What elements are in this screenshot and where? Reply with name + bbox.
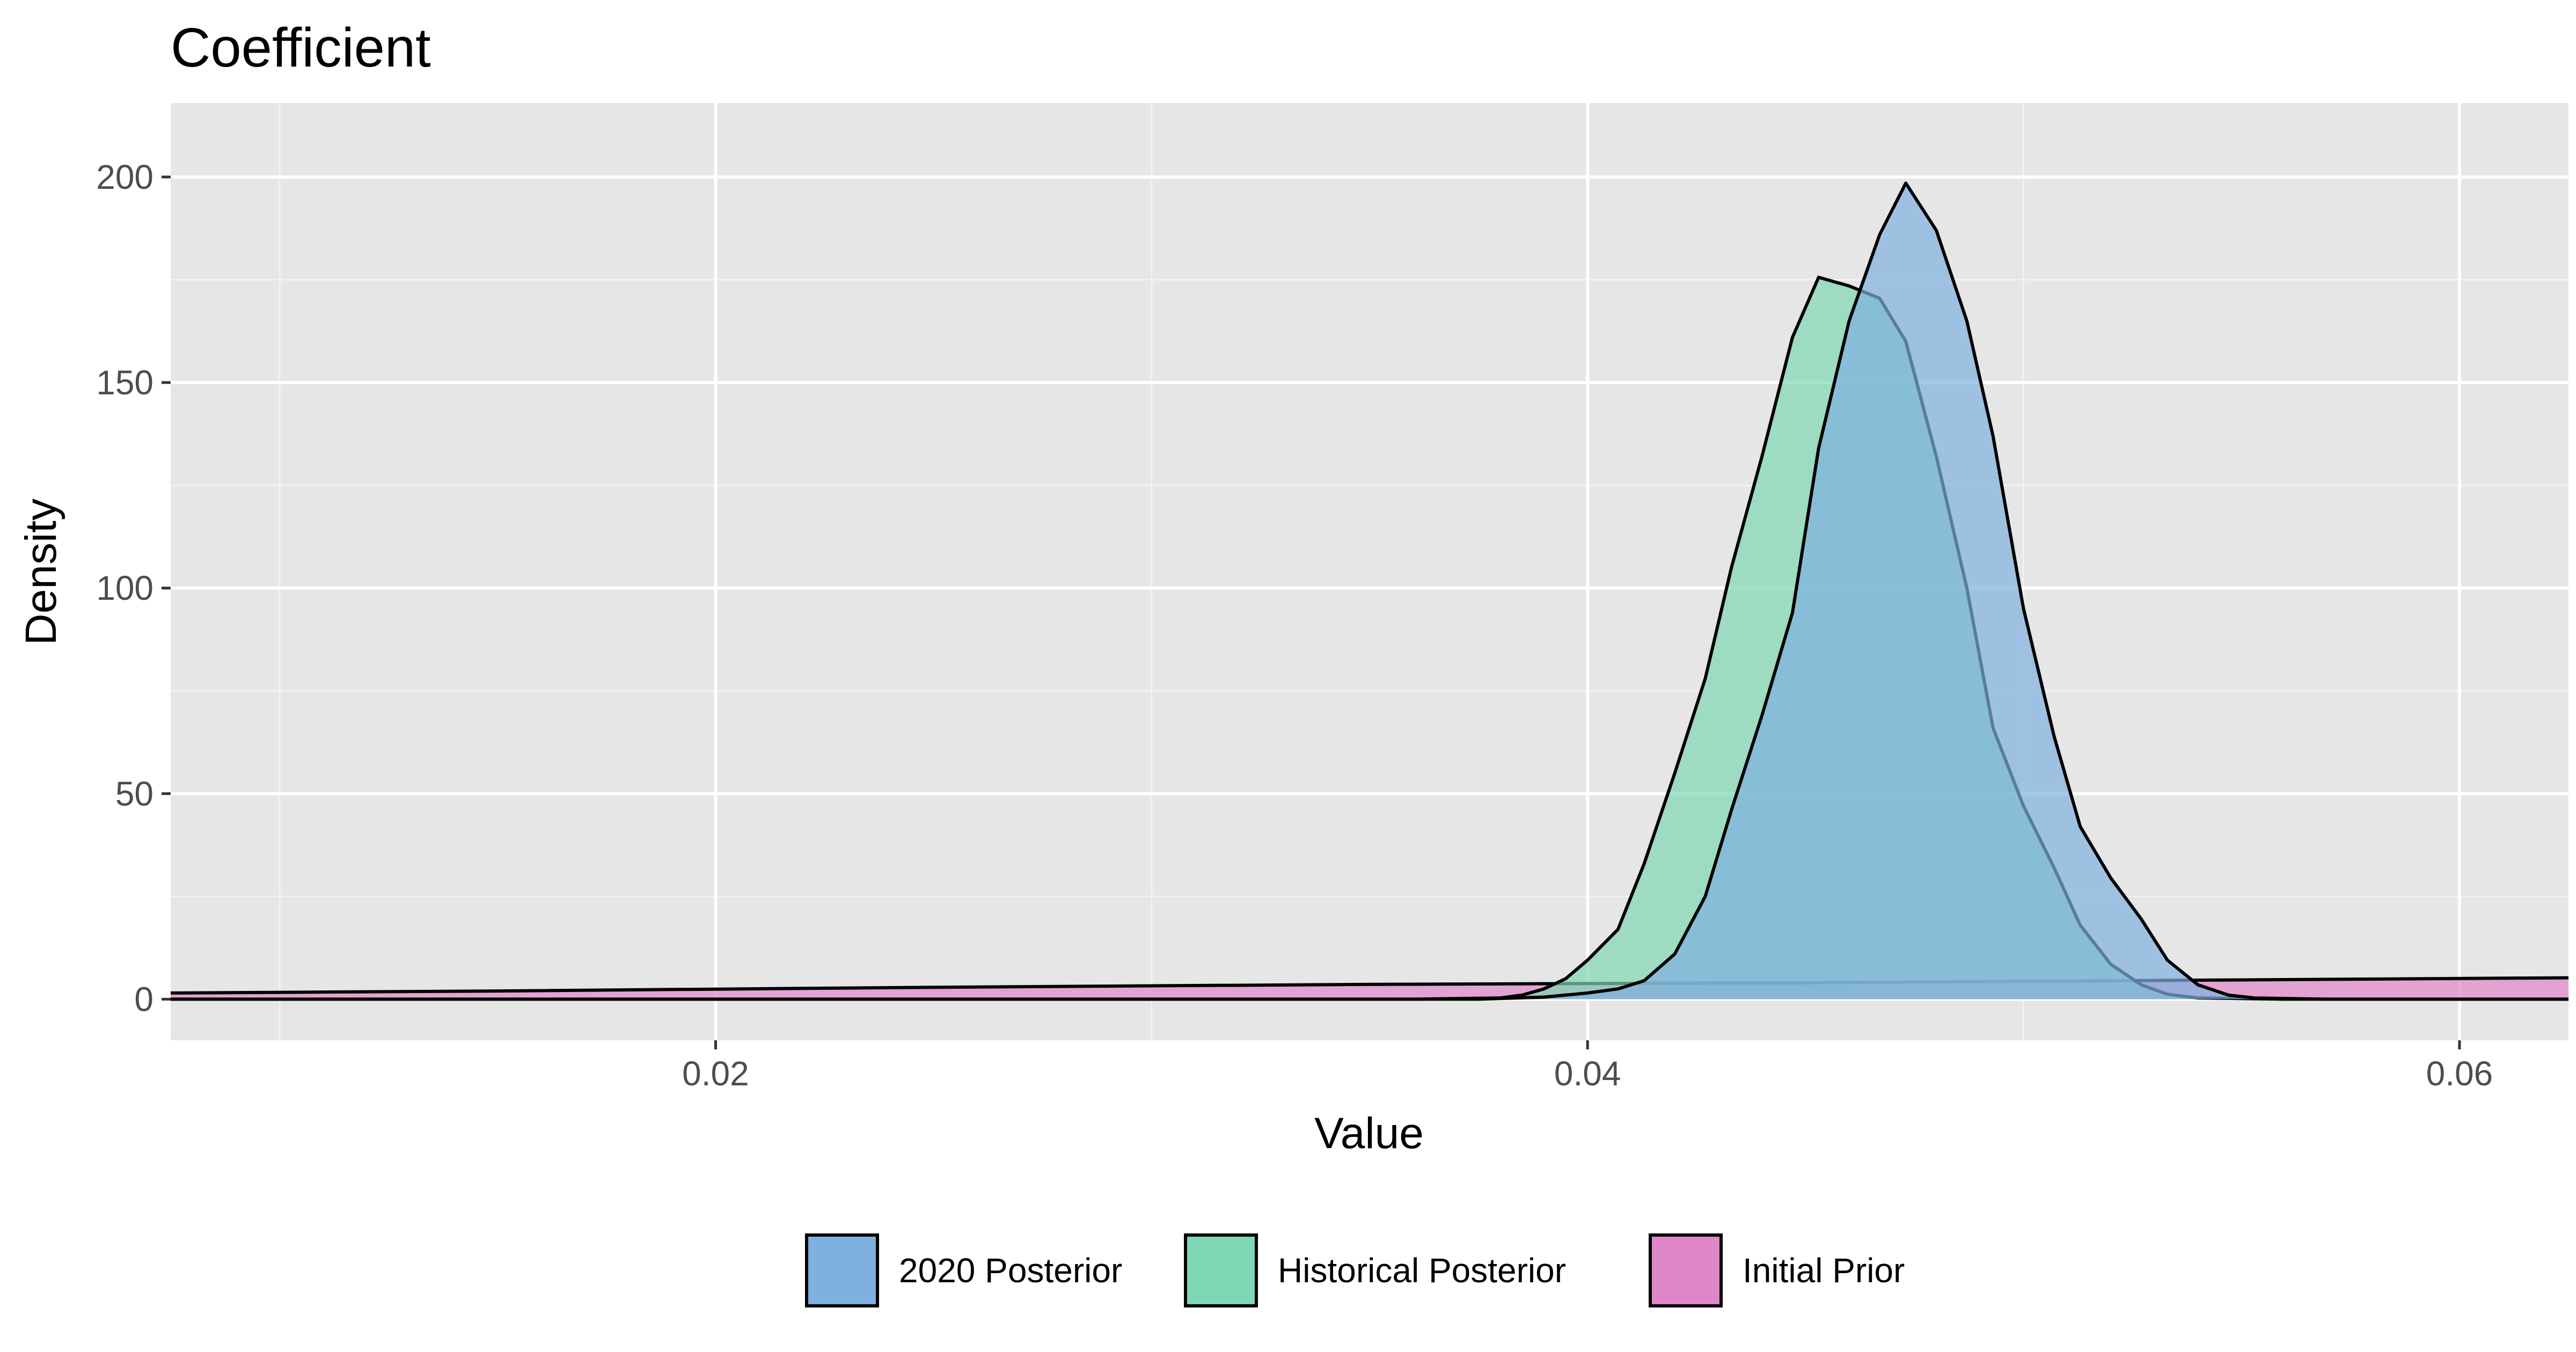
minor-grid [171, 103, 2568, 1040]
y-tick-label: 50 [115, 774, 153, 813]
chart-title: Coefficient [171, 17, 431, 78]
series-line-2020-posterior [171, 181, 2568, 1001]
legend-label-initial-prior: Initial Prior [1743, 1251, 1905, 1290]
plot-panel [171, 103, 2568, 1040]
legend-label-2020-posterior: 2020 Posterior [899, 1251, 1122, 1290]
legend: 2020 Posterior Historical Posterior Initia… [805, 1233, 1905, 1307]
x-tick-label: 0.04 [1554, 1054, 1621, 1093]
y-tick-label: 200 [96, 158, 153, 196]
legend-label-historical-posterior: Historical Posterior [1278, 1251, 1566, 1290]
legend-key-2020-posterior [805, 1233, 879, 1307]
y-tick-label: 0 [134, 980, 153, 1018]
series-layer [170, 181, 2569, 1001]
y-tick-label: 100 [96, 569, 153, 607]
x-axis: 0.02 0.04 0.06 [682, 1040, 2493, 1093]
x-tick-label: 0.02 [682, 1054, 749, 1093]
legend-key-historical-posterior [1184, 1233, 1258, 1307]
y-axis: 0 50 100 150 200 [96, 158, 171, 1018]
x-axis-title: Value [1314, 1109, 1424, 1158]
x-tick-label: 0.06 [2426, 1054, 2493, 1093]
series-area-2020-posterior [171, 183, 2568, 1000]
legend-key-initial-prior [1649, 1233, 1723, 1307]
y-axis-title: Density [17, 498, 65, 645]
y-tick-label: 150 [96, 363, 153, 402]
